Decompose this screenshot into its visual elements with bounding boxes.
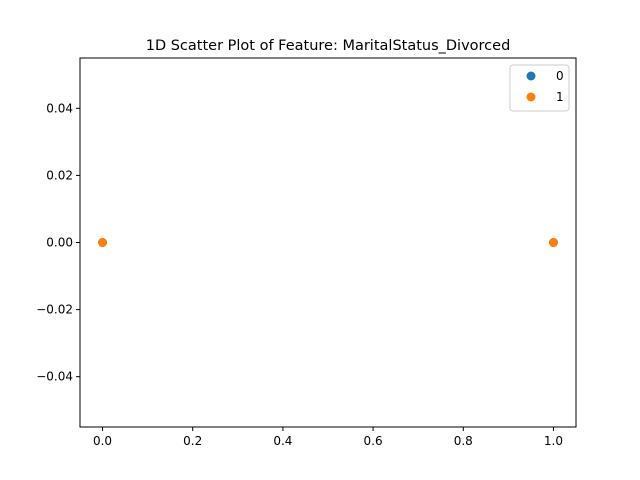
data-point-s1-0 — [98, 238, 108, 247]
data-point-s1-1 — [548, 238, 558, 247]
y-tick-label-3: −0.02 — [36, 303, 73, 317]
y-tick-label-0: 0.04 — [46, 101, 73, 115]
x-tick-label-4: 0.8 — [454, 434, 473, 448]
legend: 0 1 — [509, 64, 570, 112]
x-axis: 0.0 0.2 0.4 0.6 0.8 1.0 — [93, 427, 563, 448]
data-points — [98, 238, 558, 247]
y-tick-label-2: 0.00 — [46, 236, 73, 250]
plot-frame — [79, 57, 577, 428]
y-axis: 0.04 0.02 0.00 −0.02 −0.04 — [36, 101, 80, 384]
legend-marker-1 — [526, 92, 536, 102]
legend-label-1: 1 — [556, 90, 564, 104]
x-tick-label-1: 0.2 — [183, 434, 202, 448]
y-tick-label-4: −0.04 — [36, 370, 73, 384]
legend-label-0: 0 — [556, 69, 564, 83]
y-tick-label-1: 0.02 — [46, 168, 73, 182]
x-tick-label-5: 1.0 — [544, 434, 563, 448]
legend-marker-0 — [526, 71, 536, 81]
x-tick-label-2: 0.4 — [273, 434, 292, 448]
chart-title: 1D Scatter Plot of Feature: MaritalStatu… — [146, 38, 511, 54]
x-tick-label-3: 0.6 — [364, 434, 383, 448]
legend-box — [509, 64, 570, 112]
x-tick-label-0: 0.0 — [93, 434, 112, 448]
